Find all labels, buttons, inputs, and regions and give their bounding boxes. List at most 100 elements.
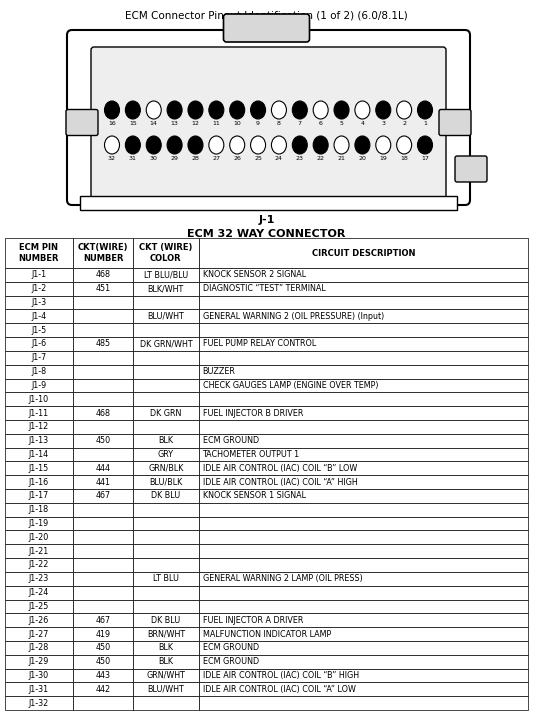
Ellipse shape bbox=[188, 101, 203, 119]
Bar bbox=[198, 310, 528, 323]
Text: CKT(WIRE)
NUMBER: CKT(WIRE) NUMBER bbox=[78, 243, 128, 262]
Bar bbox=[133, 503, 198, 517]
Text: 4: 4 bbox=[360, 121, 365, 126]
Text: J1-8: J1-8 bbox=[31, 367, 46, 376]
Bar bbox=[73, 475, 133, 489]
Bar bbox=[198, 434, 528, 448]
Bar bbox=[5, 627, 73, 641]
Bar bbox=[73, 682, 133, 696]
Ellipse shape bbox=[251, 136, 265, 154]
Bar bbox=[5, 531, 73, 544]
Bar bbox=[198, 682, 528, 696]
Bar bbox=[133, 434, 198, 448]
Bar bbox=[133, 310, 198, 323]
Text: 441: 441 bbox=[95, 478, 110, 487]
FancyBboxPatch shape bbox=[91, 47, 446, 198]
Bar bbox=[5, 238, 73, 268]
Bar bbox=[5, 599, 73, 613]
Bar bbox=[73, 378, 133, 393]
Text: BLU/WHT: BLU/WHT bbox=[148, 312, 184, 321]
Bar bbox=[133, 531, 198, 544]
Text: 7: 7 bbox=[298, 121, 302, 126]
Ellipse shape bbox=[334, 136, 349, 154]
Bar bbox=[5, 682, 73, 696]
Text: 3: 3 bbox=[381, 121, 385, 126]
Text: 442: 442 bbox=[95, 685, 111, 694]
Bar bbox=[73, 599, 133, 613]
Bar bbox=[5, 503, 73, 517]
Text: J1-30: J1-30 bbox=[29, 671, 49, 680]
Ellipse shape bbox=[209, 101, 224, 119]
Bar bbox=[73, 517, 133, 531]
Text: J1-1: J1-1 bbox=[31, 270, 46, 280]
Ellipse shape bbox=[292, 136, 308, 154]
Bar bbox=[5, 475, 73, 489]
Text: 5: 5 bbox=[340, 121, 343, 126]
Text: J1-21: J1-21 bbox=[29, 547, 49, 556]
Text: CKT (WIRE)
COLOR: CKT (WIRE) COLOR bbox=[139, 243, 192, 262]
Text: 485: 485 bbox=[95, 340, 111, 348]
Text: 12: 12 bbox=[191, 121, 199, 126]
Text: ECM GROUND: ECM GROUND bbox=[203, 436, 259, 445]
Text: GENERAL WARNING 2 LAMP (OIL PRESS): GENERAL WARNING 2 LAMP (OIL PRESS) bbox=[203, 574, 362, 583]
Ellipse shape bbox=[376, 101, 391, 119]
Text: J1-4: J1-4 bbox=[31, 312, 46, 321]
Bar bbox=[73, 337, 133, 351]
Text: BUZZER: BUZZER bbox=[203, 367, 236, 376]
Text: J1-22: J1-22 bbox=[29, 561, 49, 569]
Bar bbox=[73, 572, 133, 586]
Bar bbox=[73, 503, 133, 517]
Ellipse shape bbox=[376, 136, 391, 154]
Bar bbox=[73, 282, 133, 295]
Text: 6: 6 bbox=[319, 121, 322, 126]
Ellipse shape bbox=[188, 136, 203, 154]
Bar bbox=[5, 323, 73, 337]
Ellipse shape bbox=[417, 136, 432, 154]
Bar bbox=[73, 310, 133, 323]
Bar bbox=[73, 696, 133, 710]
Bar bbox=[133, 489, 198, 503]
Text: DK BLU: DK BLU bbox=[151, 491, 181, 500]
Ellipse shape bbox=[397, 101, 411, 119]
Text: ECM GROUND: ECM GROUND bbox=[203, 644, 259, 652]
Text: J1-5: J1-5 bbox=[31, 325, 46, 335]
Bar bbox=[73, 461, 133, 475]
Text: 22: 22 bbox=[317, 156, 325, 161]
Ellipse shape bbox=[167, 101, 182, 119]
Bar bbox=[73, 669, 133, 682]
Text: J1-9: J1-9 bbox=[31, 381, 46, 390]
Bar bbox=[5, 420, 73, 434]
Text: J1-29: J1-29 bbox=[29, 657, 49, 666]
Bar bbox=[198, 669, 528, 682]
Text: CIRCUIT DESCRIPTION: CIRCUIT DESCRIPTION bbox=[311, 249, 415, 257]
Bar bbox=[133, 641, 198, 655]
Text: 18: 18 bbox=[400, 156, 408, 161]
Text: 29: 29 bbox=[171, 156, 179, 161]
Text: J1-31: J1-31 bbox=[29, 685, 49, 694]
Text: DK BLU: DK BLU bbox=[151, 616, 181, 625]
Text: KNOCK SENSOR 1 SIGNAL: KNOCK SENSOR 1 SIGNAL bbox=[203, 491, 305, 500]
Bar bbox=[198, 337, 528, 351]
Text: LT BLU/BLU: LT BLU/BLU bbox=[144, 270, 188, 280]
Text: J1-7: J1-7 bbox=[31, 353, 46, 363]
Text: DIAGNOSTIC “TEST” TERMINAL: DIAGNOSTIC “TEST” TERMINAL bbox=[203, 285, 325, 293]
Bar bbox=[133, 351, 198, 365]
Bar bbox=[198, 599, 528, 613]
Text: 468: 468 bbox=[95, 270, 110, 280]
Bar bbox=[5, 558, 73, 572]
Text: 24: 24 bbox=[275, 156, 283, 161]
Bar bbox=[5, 641, 73, 655]
Text: IDLE AIR CONTROL (IAC) COIL “B” HIGH: IDLE AIR CONTROL (IAC) COIL “B” HIGH bbox=[203, 671, 359, 680]
Text: 444: 444 bbox=[95, 464, 110, 473]
Bar bbox=[198, 531, 528, 544]
Bar bbox=[5, 282, 73, 295]
Bar bbox=[133, 586, 198, 599]
Bar bbox=[198, 420, 528, 434]
Text: 468: 468 bbox=[95, 408, 110, 418]
Bar bbox=[5, 613, 73, 627]
Bar bbox=[198, 586, 528, 599]
Bar bbox=[133, 682, 198, 696]
Bar bbox=[73, 393, 133, 406]
Bar bbox=[198, 613, 528, 627]
Text: GRY: GRY bbox=[158, 450, 174, 459]
